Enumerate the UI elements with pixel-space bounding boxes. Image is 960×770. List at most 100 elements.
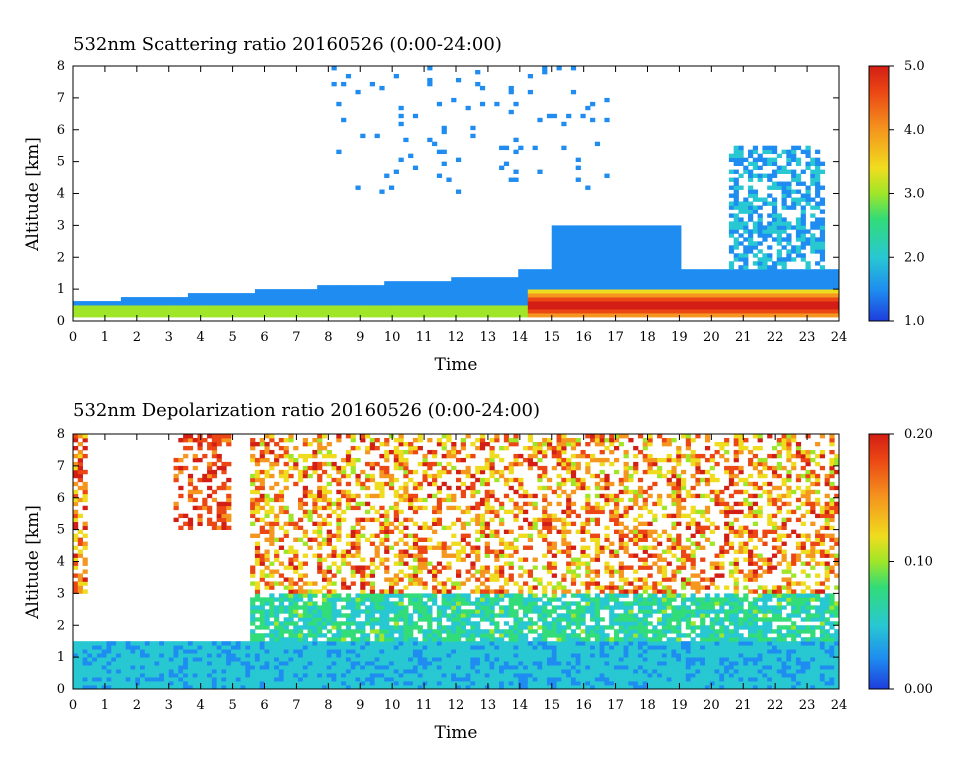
- heatmap-cell: [456, 541, 462, 546]
- heatmap-cell: [336, 297, 342, 302]
- heatmap-cell: [250, 637, 256, 642]
- heatmap-cell: [393, 293, 399, 298]
- heatmap-cell: [618, 269, 624, 274]
- x-tick-label: 5: [228, 330, 236, 345]
- heatmap-cell: [302, 309, 308, 314]
- heatmap-cell: [752, 245, 759, 250]
- heatmap-cell: [441, 301, 447, 306]
- heatmap-cell: [815, 269, 821, 274]
- heatmap-cell: [733, 213, 739, 218]
- heatmap-cell: [345, 605, 352, 610]
- heatmap-cell: [728, 293, 735, 298]
- heatmap-cell: [460, 481, 466, 487]
- heatmap-cell: [408, 285, 414, 290]
- heatmap-cell: [690, 273, 696, 278]
- heatmap-cell: [422, 669, 428, 674]
- heatmap-cell: [815, 313, 821, 318]
- heatmap-cell: [432, 665, 438, 670]
- heatmap-cell: [441, 673, 447, 678]
- heatmap-cell: [819, 273, 826, 278]
- heatmap-cell: [274, 581, 280, 586]
- heatmap-cell: [403, 637, 409, 642]
- heatmap-cell: [427, 625, 433, 630]
- heatmap-cell: [331, 657, 337, 662]
- heatmap-cell: [441, 465, 447, 471]
- heatmap-cell: [786, 297, 792, 302]
- heatmap-cell: [384, 305, 390, 310]
- heatmap-cell: [460, 613, 466, 618]
- heatmap-cell: [791, 257, 797, 262]
- heatmap-cell: [475, 537, 481, 542]
- heatmap-cell: [633, 277, 639, 282]
- heatmap-cell: [336, 437, 342, 443]
- heatmap-cell: [125, 645, 131, 650]
- heatmap-cell: [293, 629, 299, 634]
- heatmap-cell: [393, 661, 399, 666]
- heatmap-cell: [609, 225, 615, 230]
- heatmap-cell: [815, 273, 821, 278]
- heatmap-cell: [168, 649, 174, 654]
- heatmap-cell: [465, 309, 471, 314]
- heatmap-cell: [336, 641, 342, 646]
- heatmap-cell: [647, 301, 653, 306]
- heatmap-cell: [781, 269, 787, 274]
- heatmap-cell: [613, 249, 620, 254]
- heatmap-cell: [484, 681, 490, 686]
- heatmap-cell: [422, 665, 428, 670]
- heatmap-cell: [446, 289, 452, 294]
- heatmap-cell: [590, 297, 596, 302]
- heatmap-cell: [637, 293, 644, 298]
- heatmap-cell: [585, 237, 591, 242]
- heatmap-cell: [312, 493, 318, 499]
- heatmap-cell: [77, 649, 83, 654]
- heatmap-cell: [374, 285, 380, 290]
- heatmap-cell: [360, 653, 366, 658]
- heatmap-cell: [666, 313, 672, 318]
- heatmap-cell: [776, 221, 782, 226]
- heatmap-cell: [714, 285, 720, 290]
- heatmap-cell: [130, 685, 136, 689]
- heatmap-cell: [508, 297, 514, 302]
- heatmap-cell: [432, 617, 438, 622]
- heatmap-cell: [355, 601, 361, 606]
- heatmap-cell: [791, 157, 797, 163]
- heatmap-cell: [412, 649, 419, 654]
- heatmap-cell: [786, 225, 792, 230]
- heatmap-cell: [508, 309, 514, 314]
- heatmap-cell: [168, 665, 174, 670]
- heatmap-cell: [484, 549, 490, 554]
- heatmap-cell: [302, 665, 308, 670]
- heatmap-cell: [470, 309, 476, 314]
- heatmap-cell: [312, 509, 318, 515]
- heatmap-cell: [427, 641, 433, 646]
- heatmap-cell: [278, 669, 285, 674]
- heatmap-cell: [221, 301, 227, 306]
- heatmap-cell: [398, 669, 404, 674]
- heatmap-cell: [398, 605, 404, 610]
- heatmap-cell: [647, 305, 653, 310]
- heatmap-cell: [752, 225, 759, 230]
- heatmap-cell: [240, 685, 246, 689]
- heatmap-cell: [479, 481, 486, 487]
- heatmap-cell: [321, 521, 328, 527]
- heatmap-cell: [211, 301, 218, 306]
- heatmap-cell: [288, 289, 294, 294]
- heatmap-cell: [384, 637, 390, 642]
- heatmap-cell: [317, 313, 323, 318]
- heatmap-cell: [140, 681, 146, 686]
- heatmap-cell: [561, 285, 567, 290]
- heatmap-cell: [82, 685, 88, 689]
- heatmap-cell: [475, 553, 481, 558]
- heatmap-cell: [393, 677, 399, 682]
- heatmap-cell: [824, 293, 830, 298]
- heatmap-cell: [484, 613, 490, 618]
- heatmap-cell: [144, 653, 150, 658]
- heatmap-cell: [599, 249, 605, 254]
- heatmap-cell: [168, 677, 174, 682]
- heatmap-cell: [388, 637, 395, 642]
- heatmap-cell: [403, 305, 409, 310]
- heatmap-cell: [135, 649, 141, 654]
- heatmap-cell: [350, 545, 356, 550]
- heatmap-cell: [776, 229, 782, 234]
- heatmap-cell: [369, 465, 376, 471]
